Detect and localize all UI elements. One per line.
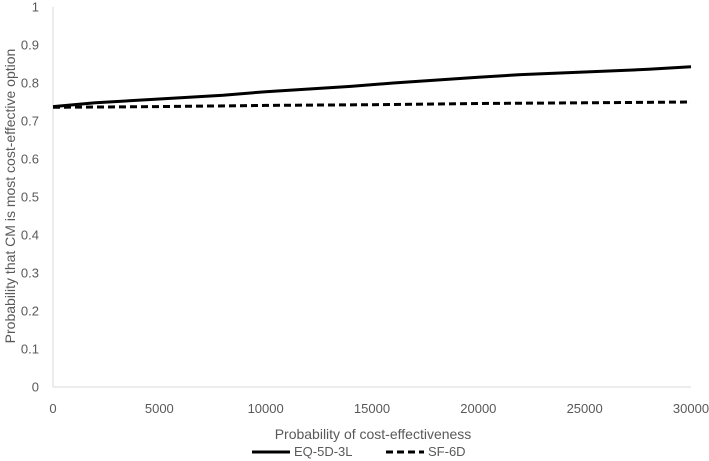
y-axis-title: Probability that CM is most cost-effecti…	[2, 49, 18, 344]
x-tick-label: 0	[49, 401, 56, 416]
legend-label: EQ-5D-3L	[294, 444, 353, 459]
legend-label: SF-6D	[428, 444, 466, 459]
x-tick-label: 15000	[354, 401, 390, 416]
y-tick-label: 0.6	[21, 152, 39, 167]
y-tick-label: 0.2	[21, 304, 39, 319]
series-line-eq-5d-3l	[52, 65, 692, 109]
x-axis-title: Probability of cost-effectiveness	[275, 426, 472, 442]
x-tick-label: 5000	[145, 401, 174, 416]
legend: EQ-5D-3L SF-6D	[252, 444, 466, 459]
x-tick-labels: 0 5000 10000 15000 20000 25000 30000	[49, 401, 709, 416]
y-tick-label: 1	[32, 0, 39, 15]
series-line-sf-6d	[52, 100, 692, 109]
series-layer	[52, 65, 692, 109]
x-tick-label: 20000	[460, 401, 496, 416]
y-tick-label: 0.1	[21, 342, 39, 357]
y-tick-label: 0.7	[21, 114, 39, 129]
x-tick-label: 30000	[673, 401, 709, 416]
y-tick-labels: 0 0.1 0.2 0.3 0.4 0.5 0.6 0.7 0.8 0.9 1	[21, 0, 39, 395]
y-tick-label: 0.8	[21, 76, 39, 91]
y-tick-label: 0	[32, 380, 39, 395]
x-tick-label: 10000	[248, 401, 284, 416]
y-tick-label: 0.9	[21, 38, 39, 53]
y-tick-label: 0.3	[21, 266, 39, 281]
y-tick-label: 0.5	[21, 190, 39, 205]
x-tick-label: 25000	[567, 401, 603, 416]
y-tick-label: 0.4	[21, 228, 39, 243]
